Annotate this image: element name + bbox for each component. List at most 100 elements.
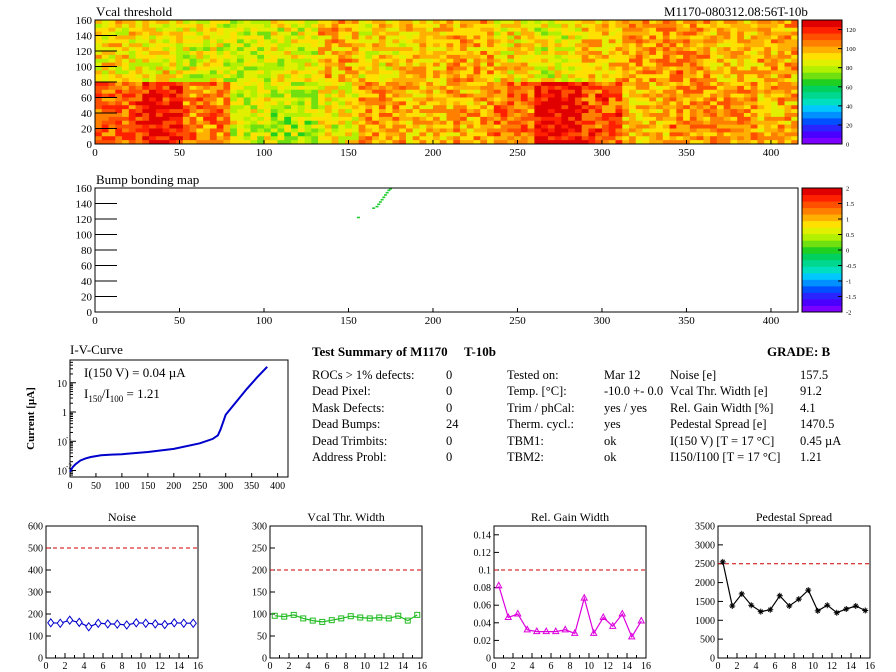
heatmap-cell [770, 27, 779, 33]
heatmap-cell [365, 132, 373, 137]
heatmap-cell [257, 23, 265, 29]
heatmap-cell [412, 128, 420, 133]
heatmap-cell [764, 128, 772, 133]
heatmap-cell [196, 74, 204, 79]
heatmap-cell [777, 105, 785, 110]
heatmap-cell [223, 27, 231, 33]
x-tick-label: 350 [678, 315, 695, 327]
heatmap-cell [723, 85, 731, 91]
heatmap-cell [399, 20, 407, 25]
heatmap-cell [656, 27, 664, 33]
heatmap-cell [412, 78, 420, 83]
heatmap-cell [257, 120, 265, 126]
heatmap-cell [547, 51, 556, 56]
heatmap-cell [236, 27, 245, 33]
heatmap-cell [784, 43, 792, 48]
heatmap-cell [493, 109, 501, 114]
heatmap-cell [534, 74, 542, 79]
heatmap-cell [615, 132, 623, 137]
heatmap-cell [291, 31, 299, 36]
heatmap-cell [460, 78, 468, 83]
heatmap-cell [716, 27, 725, 33]
heatmap-cell [480, 105, 488, 110]
heatmap-cell [703, 23, 711, 29]
heatmap-cell [189, 43, 197, 48]
heatmap-cell [95, 132, 103, 137]
heatmap-cell [770, 35, 779, 40]
heatmap-cell [196, 140, 204, 145]
colorbar-cell [802, 292, 842, 300]
heatmap-cell [115, 97, 123, 102]
heatmap-cell [791, 132, 799, 137]
heatmap-cell [338, 105, 346, 110]
heatmap-cell [209, 101, 218, 106]
heatmap-cell [574, 74, 583, 79]
y-axis-label: Current [µA] [25, 387, 37, 450]
heatmap-cell [378, 113, 387, 118]
heatmap-cell [784, 113, 792, 118]
heatmap-cell [676, 27, 684, 33]
heatmap-cell [223, 62, 231, 67]
heatmap-cell [676, 97, 684, 102]
heatmap-cell [324, 136, 332, 141]
heatmap-cell [236, 128, 245, 133]
heatmap-cell [311, 70, 319, 75]
heatmap-cell [527, 97, 535, 102]
heatmap-cell [155, 54, 163, 60]
heatmap-cell [236, 31, 245, 36]
heatmap-cell [561, 116, 569, 122]
heatmap-cell [534, 89, 542, 95]
heatmap-cell [784, 140, 792, 145]
colorbar-cell [802, 246, 842, 254]
heatmap-cell [169, 70, 177, 75]
heatmap-cell [351, 39, 360, 44]
heatmap-cell [297, 39, 305, 44]
heatmap-cell [608, 128, 616, 133]
heatmap-cell [568, 27, 576, 33]
heatmap-cell [460, 109, 468, 114]
heatmap-cell [601, 39, 610, 44]
heatmap-cell [696, 58, 704, 64]
heatmap-cell [142, 89, 150, 95]
heatmap-cell [750, 116, 758, 122]
heatmap-cell [662, 124, 670, 129]
heatmap-cell [737, 74, 745, 79]
heatmap-cell [662, 116, 670, 122]
heatmap-cell [399, 82, 407, 87]
colorbar-cell [802, 279, 842, 287]
heatmap-cell [351, 109, 360, 114]
heatmap-cell [446, 31, 454, 36]
heatmap-cell [561, 89, 569, 95]
heatmap-cell [770, 23, 779, 29]
heatmap-cell [581, 97, 589, 102]
heatmap-cell [676, 109, 684, 114]
heatmap-cell [128, 58, 136, 64]
heatmap-cell [324, 89, 332, 95]
heatmap-cell [581, 35, 589, 40]
colorbar-cell [802, 240, 842, 248]
heatmap-cell [135, 58, 143, 64]
heatmap-cell [547, 58, 556, 64]
heatmap-cell [128, 97, 136, 102]
colorbar-cell [802, 130, 842, 138]
heatmap-cell [527, 23, 535, 29]
heatmap-cell [284, 70, 292, 75]
heatmap-cell [277, 70, 285, 75]
heatmap-cell [460, 116, 468, 122]
heatmap-cell [635, 124, 643, 129]
heatmap-cell [656, 89, 664, 95]
heatmap-cell [770, 93, 779, 98]
iv-series-line [69, 366, 268, 473]
heatmap-cell [757, 85, 765, 91]
heatmap-cell [277, 105, 285, 110]
heatmap-cell [142, 136, 150, 141]
heatmap-cell [230, 132, 238, 137]
heatmap-cell [216, 31, 224, 36]
heatmap-cell [95, 27, 103, 33]
heatmap-cell [649, 58, 657, 64]
heatmap-cell [169, 89, 177, 95]
heatmap-cell [635, 101, 643, 106]
heatmap-cell [358, 82, 366, 87]
heatmap-cell [514, 20, 522, 25]
heatmap-cell [514, 132, 522, 137]
